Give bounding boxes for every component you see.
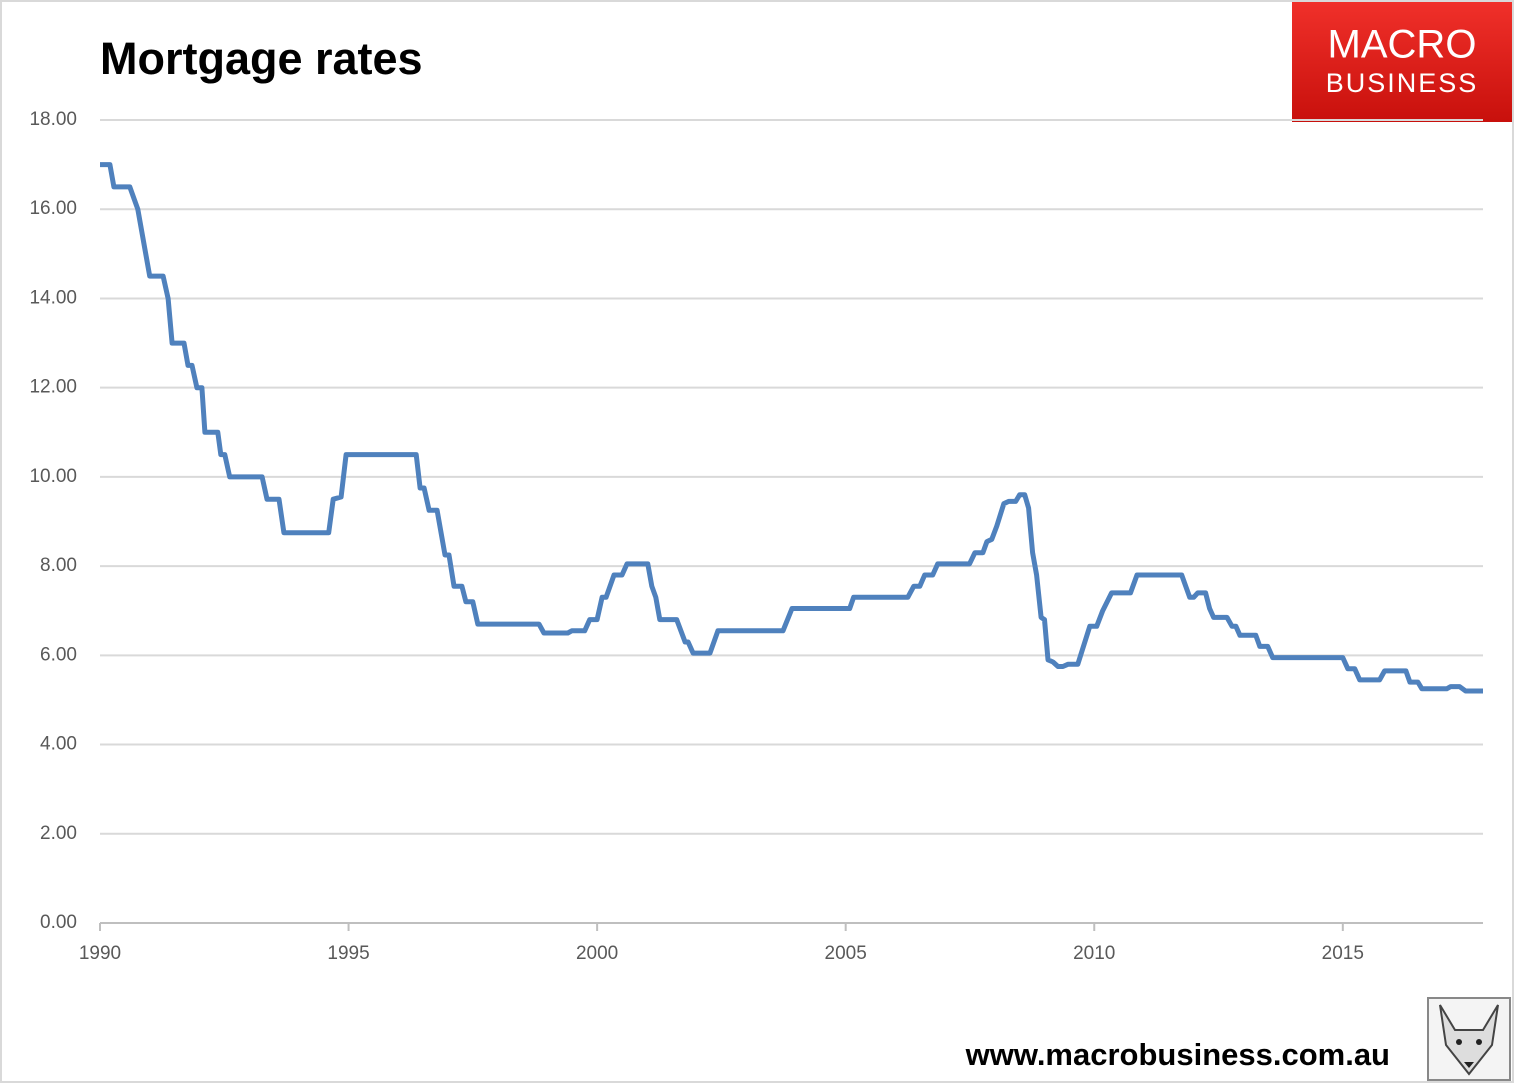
website: www.macrobusiness.com.au <box>965 1037 1390 1072</box>
y-tick-label: 2.00 <box>40 823 77 844</box>
x-tick-label: 1990 <box>79 943 121 964</box>
x-tick-label: 2010 <box>1073 943 1115 964</box>
x-tick-label: 1995 <box>327 943 369 964</box>
y-tick-label: 6.00 <box>40 644 77 665</box>
y-tick-label: 0.00 <box>40 912 77 933</box>
logo-text: MACRO <box>1328 23 1477 67</box>
logo-text: BUSINESS <box>1326 68 1479 98</box>
y-tick-label: 14.00 <box>29 287 77 308</box>
y-tick-label: 10.00 <box>29 466 77 487</box>
logo-box <box>1292 2 1512 122</box>
y-tick-label: 18.00 <box>29 109 77 130</box>
x-tick-label: 2015 <box>1322 943 1364 964</box>
fox-icon <box>1427 997 1511 1081</box>
y-tick-label: 4.00 <box>40 734 77 755</box>
y-tick-label: 8.00 <box>40 555 77 576</box>
chart-title: Mortgage rates <box>100 33 423 84</box>
y-tick-label: 12.00 <box>29 377 77 398</box>
x-tick-label: 2000 <box>576 943 618 964</box>
x-tick-label: 2005 <box>825 943 867 964</box>
y-tick-label: 16.00 <box>29 198 77 219</box>
line-series <box>100 162 1483 694</box>
